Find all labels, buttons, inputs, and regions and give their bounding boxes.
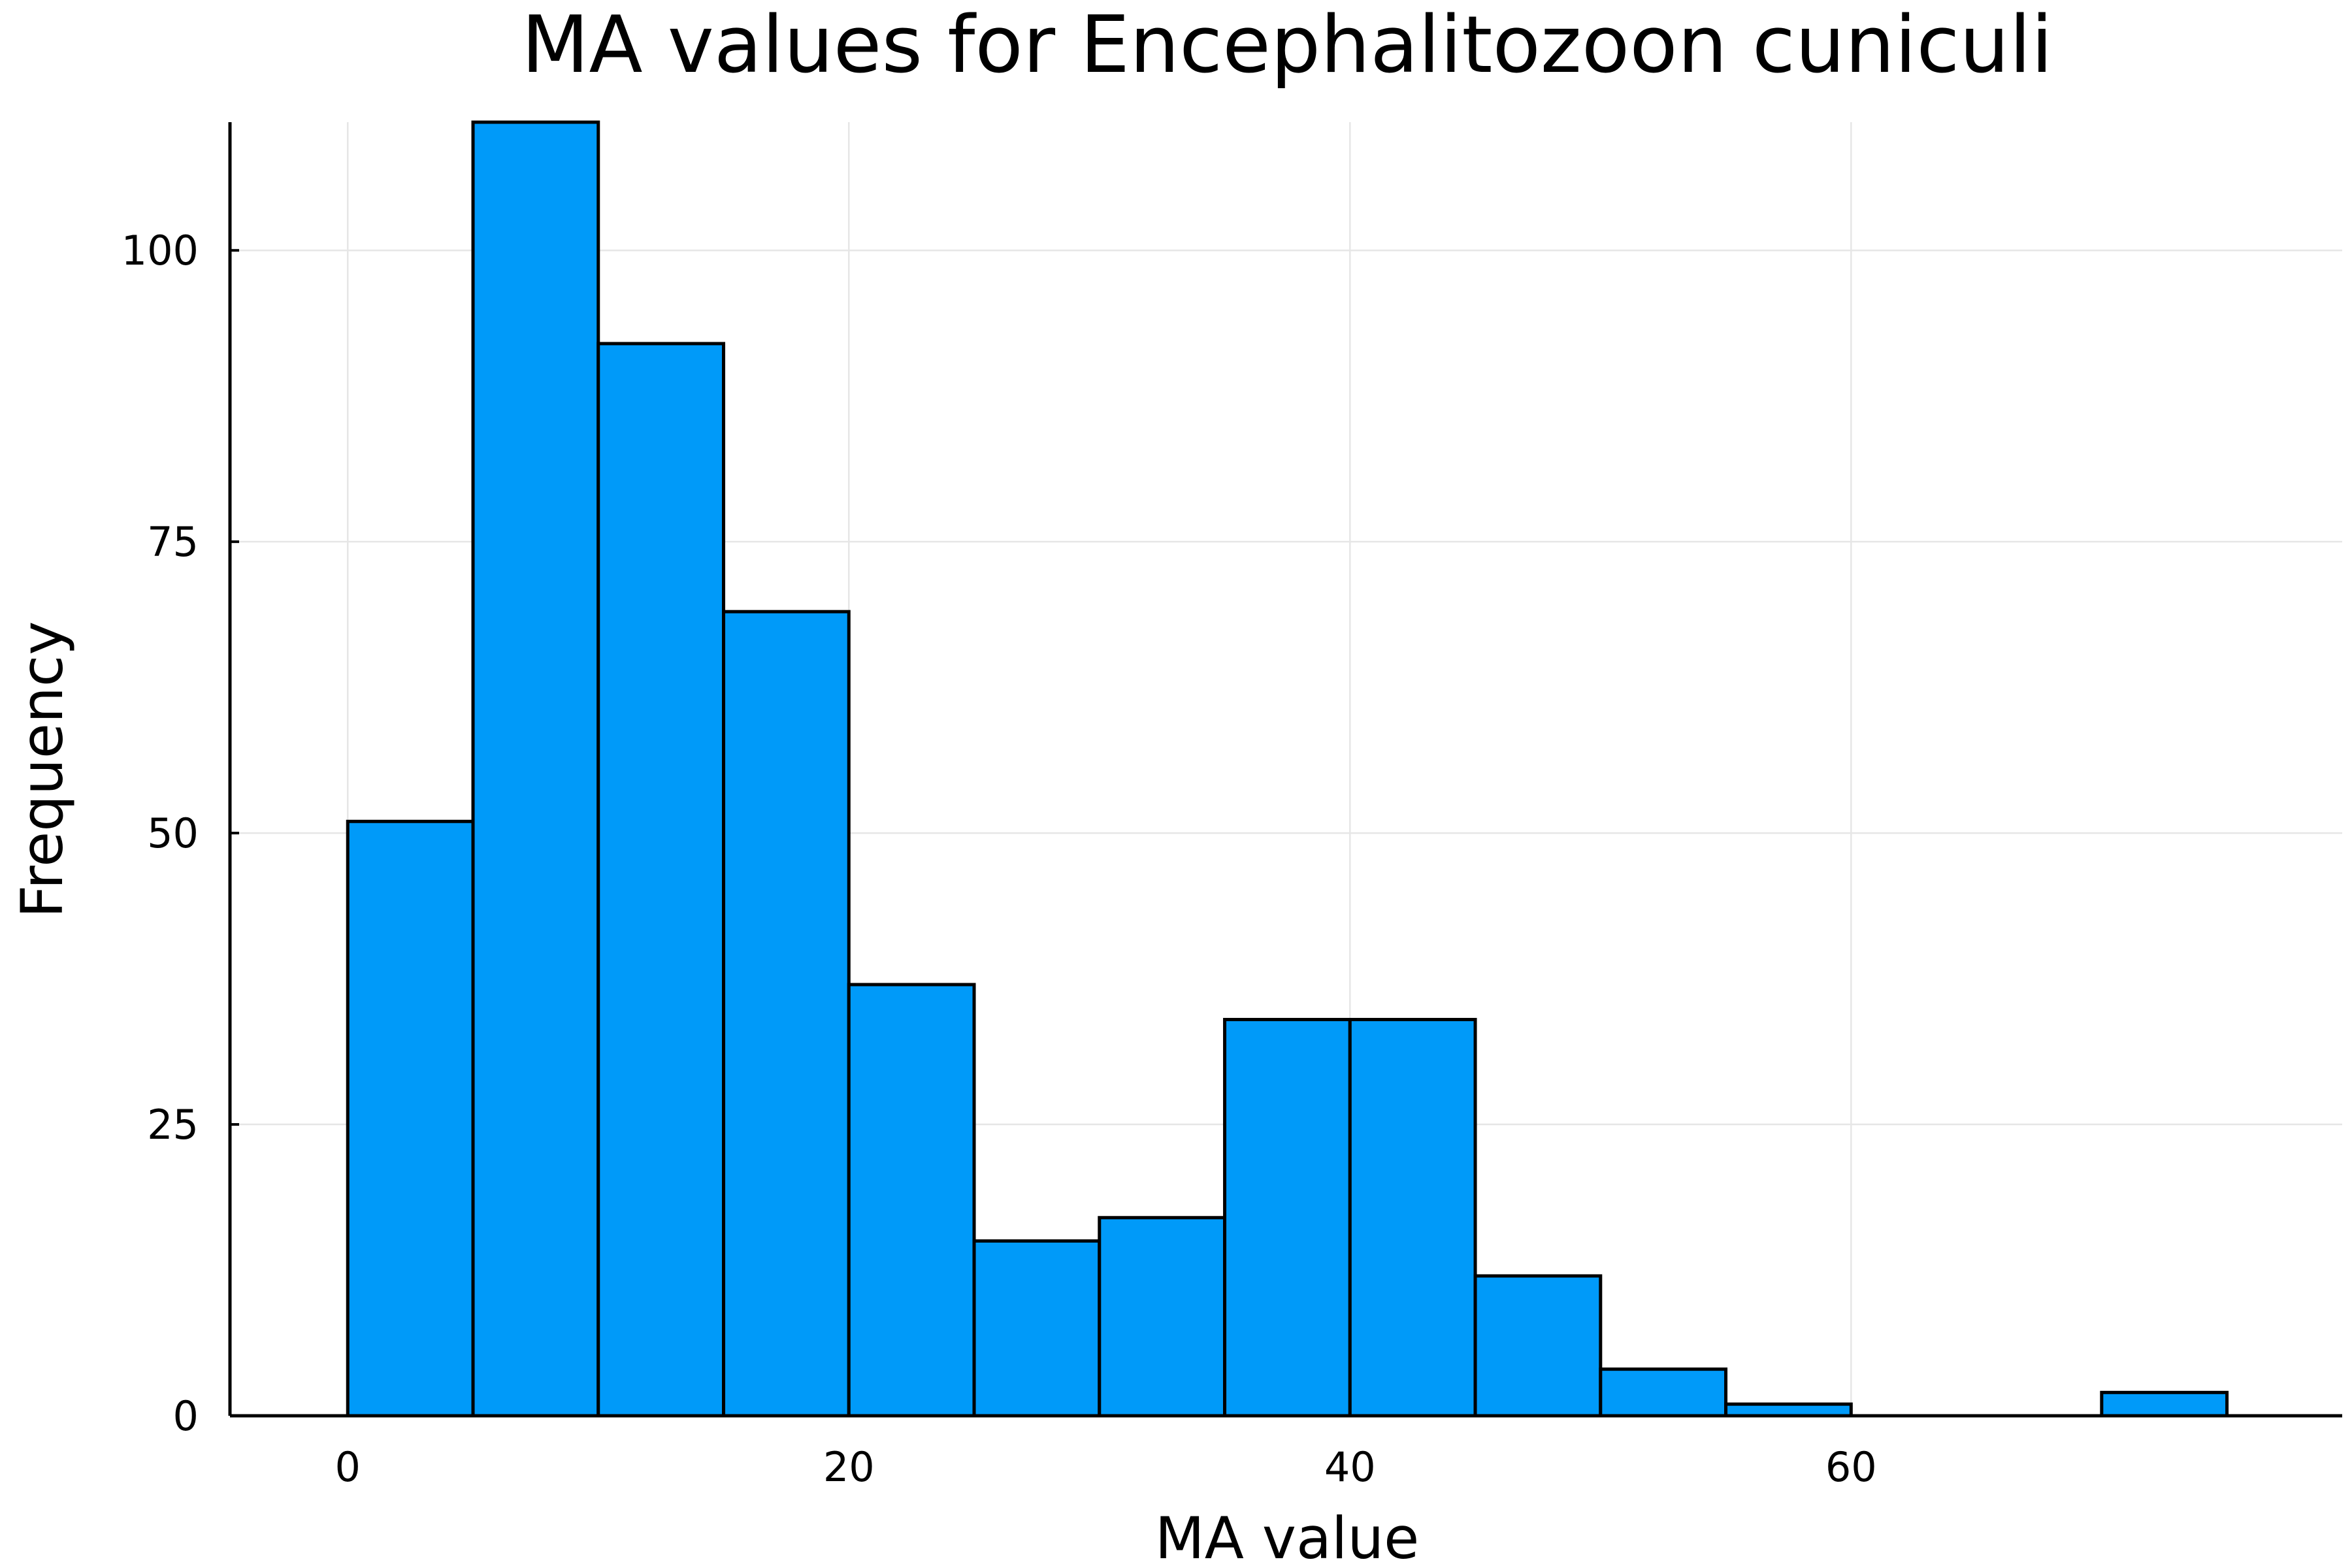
histogram-bar-3 bbox=[722, 610, 851, 1418]
histogram-bar-10 bbox=[1599, 1367, 1728, 1418]
tick-labels: 0 20 40 60 0 25 50 75 100 bbox=[122, 227, 1877, 1491]
histogram-bar-8 bbox=[1348, 1018, 1477, 1418]
histogram-bars bbox=[346, 120, 2229, 1418]
histogram-bar-11 bbox=[1724, 1402, 1853, 1418]
axes bbox=[228, 122, 2342, 1418]
histogram-bar-6 bbox=[1098, 1216, 1227, 1418]
y-tick-label-0: 0 bbox=[173, 1392, 199, 1440]
histogram-bar-14 bbox=[2100, 1390, 2229, 1418]
histogram-bar-7 bbox=[1223, 1018, 1352, 1418]
x-tick-label-3: 60 bbox=[1825, 1443, 1877, 1491]
y-tick-label-1: 25 bbox=[147, 1101, 199, 1149]
x-tick-label-1: 20 bbox=[823, 1443, 875, 1491]
histogram-bar-5 bbox=[972, 1239, 1102, 1418]
histogram-bar-2 bbox=[596, 342, 726, 1418]
histogram-bar-1 bbox=[471, 120, 600, 1418]
y-axis-label: Frequency bbox=[8, 621, 76, 919]
x-axis-label: MA value bbox=[1155, 1505, 1419, 1568]
x-tick-label-2: 40 bbox=[1324, 1443, 1376, 1491]
histogram-bar-4 bbox=[847, 983, 976, 1418]
histogram-bar-0 bbox=[346, 819, 475, 1418]
histogram-bar-9 bbox=[1473, 1274, 1603, 1418]
y-tick-label-3: 75 bbox=[147, 518, 199, 566]
y-tick-label-4: 100 bbox=[122, 227, 199, 274]
chart-title: MA values for Encephalitozoon cuniculi bbox=[521, 0, 2053, 91]
x-tick-label-0: 0 bbox=[335, 1443, 361, 1491]
y-tick-label-2: 50 bbox=[147, 809, 199, 857]
